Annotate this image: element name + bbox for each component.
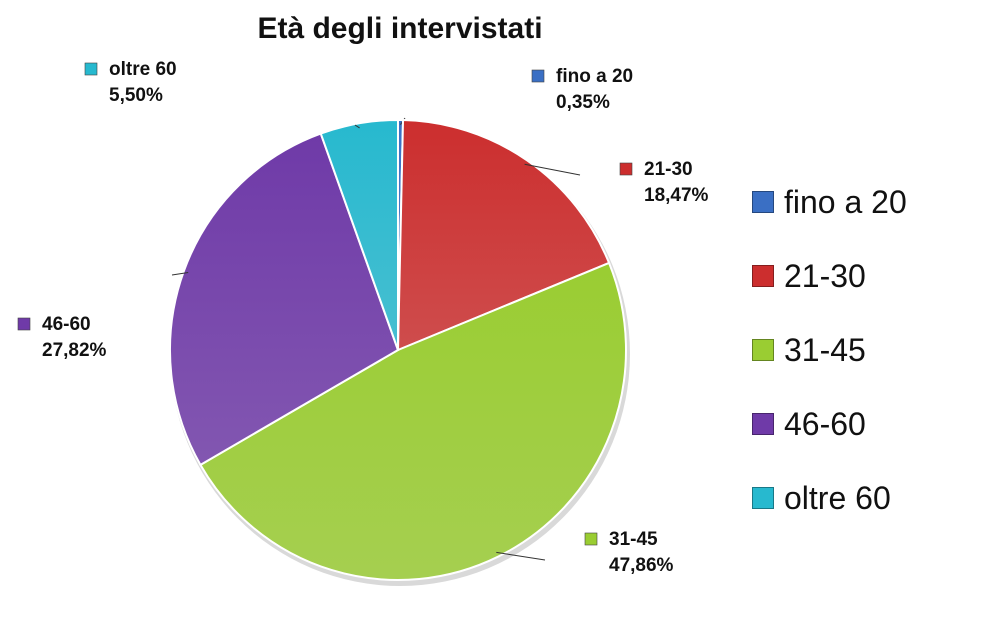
pie-slice-3 — [199, 261, 627, 581]
data-label-swatch-5 — [84, 62, 98, 76]
legend-item-5: oltre 60 — [752, 476, 891, 520]
pie-slice-2 — [396, 119, 611, 352]
data-label-category-2: 21-30 — [644, 159, 693, 180]
legend-item-4: 46-60 — [752, 402, 866, 446]
data-label-category-5: oltre 60 — [109, 59, 177, 80]
legend-item-2: 21-30 — [752, 254, 866, 298]
data-label-value-5: 5,50% — [109, 85, 163, 106]
chart-title: Età degli intervistati — [257, 12, 543, 45]
data-label-value-4: 27,82% — [42, 340, 107, 361]
pie-slice-4 — [169, 132, 400, 467]
leader-line-4 — [171, 271, 189, 276]
data-label-swatch-1 — [531, 69, 545, 83]
data-label-swatch-2 — [619, 162, 633, 176]
legend-label-3: 31-45 — [784, 331, 866, 368]
data-label-value-1: 0,35% — [556, 92, 610, 113]
data-label-category-3: 31-45 — [609, 529, 658, 550]
data-label-swatch-3 — [584, 532, 598, 546]
legend-item-3: 31-45 — [752, 328, 866, 372]
data-label-value-3: 47,86% — [609, 555, 674, 576]
legend-swatch-4 — [752, 413, 774, 435]
legend-swatch-1 — [752, 191, 774, 213]
leader-line-3 — [496, 551, 546, 561]
legend-swatch-2 — [752, 265, 774, 287]
legend-swatch-3 — [752, 339, 774, 361]
data-label-category-1: fino a 20 — [556, 66, 633, 87]
legend-swatch-5 — [752, 487, 774, 509]
data-label-category-4: 46-60 — [42, 314, 91, 335]
legend-label-1: fino a 20 — [784, 183, 907, 220]
legend-item-1: fino a 20 — [752, 180, 907, 224]
legend-label-2: 21-30 — [784, 257, 866, 294]
data-label-value-2: 18,47% — [644, 185, 709, 206]
pie-slice-5 — [319, 118, 399, 351]
legend-label-5: oltre 60 — [784, 479, 891, 516]
leader-line-2 — [524, 163, 581, 176]
legend-label-4: 46-60 — [784, 405, 866, 442]
data-label-swatch-4 — [17, 317, 31, 331]
leader-line-5 — [354, 124, 360, 129]
